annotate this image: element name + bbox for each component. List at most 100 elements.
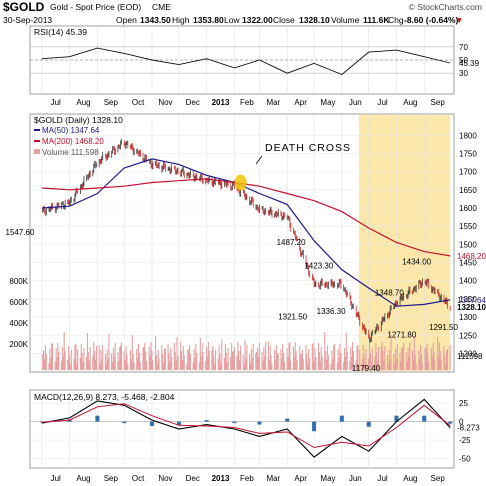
- price-annotation: 1434.00: [402, 257, 431, 266]
- volume-bar: [288, 343, 290, 370]
- volume-bar: [187, 350, 189, 370]
- volume-bar: [361, 359, 363, 370]
- x-tick-label: Aug: [403, 98, 417, 107]
- volume-bar: [73, 359, 75, 370]
- volume-bar: [124, 360, 126, 370]
- volume-bar: [312, 343, 314, 370]
- volume-bar: [294, 342, 296, 370]
- volume-bar: [409, 342, 411, 370]
- volume-bar: [79, 358, 81, 370]
- volume-bar: [326, 360, 328, 370]
- volume-bar: [368, 358, 370, 370]
- volume-bar: [211, 350, 213, 370]
- volume-bar: [145, 352, 147, 370]
- volume-bar: [425, 348, 427, 370]
- x-tick-label: Nov: [158, 98, 172, 107]
- volume-bar: [376, 352, 378, 370]
- volume-bar: [351, 342, 354, 370]
- volume-bar: [390, 335, 392, 370]
- volume-bar: [127, 364, 129, 370]
- volume-bar: [356, 346, 358, 370]
- x-tick-label: Mar: [266, 98, 280, 107]
- volume-bar: [186, 364, 188, 370]
- volume-bar: [75, 344, 77, 370]
- volume-bar: [305, 345, 307, 370]
- volume-bar: [311, 344, 313, 370]
- volume-bar: [396, 344, 398, 370]
- volume-bar: [257, 348, 259, 370]
- volume-bar: [446, 350, 448, 370]
- volume-bar: [369, 353, 372, 370]
- volume-bar: [173, 343, 175, 370]
- volume-bar: [384, 346, 386, 370]
- volume-bar: [308, 349, 310, 370]
- x-tick-label: Aug: [76, 98, 90, 107]
- volume-bar: [182, 346, 184, 370]
- volume-bar: [86, 333, 89, 370]
- volume-bar: [330, 364, 332, 370]
- header-volume-label: Volume: [331, 15, 360, 25]
- macd-histogram-bar: [394, 415, 399, 422]
- volume-bar: [230, 357, 232, 370]
- volume-bar: [93, 342, 95, 370]
- volume-bar: [100, 350, 102, 370]
- macd-signal-line: [41, 403, 451, 449]
- header-close-label: Close: [273, 15, 295, 25]
- volume-bar: [68, 346, 70, 370]
- volume-bar: [344, 357, 346, 370]
- volume-bar: [301, 350, 303, 370]
- volume-tick-label: 800K: [9, 277, 28, 286]
- volume-bar: [163, 349, 166, 370]
- volume-bar: [212, 346, 214, 370]
- volume-bar: [171, 357, 173, 370]
- volume-bar: [167, 344, 169, 370]
- x-tick-label: Jun: [349, 474, 362, 483]
- volume-bar: [415, 364, 417, 370]
- volume-bar: [137, 344, 140, 370]
- volume-bar: [401, 348, 403, 370]
- volume-bar: [149, 356, 151, 370]
- volume-bar: [318, 352, 320, 370]
- volume-bar: [405, 352, 407, 370]
- header-chg-label: Chg: [388, 15, 404, 25]
- volume-bar: [446, 349, 449, 370]
- volume-bar: [336, 363, 338, 370]
- volume-bar: [112, 348, 114, 370]
- volume-bar: [420, 354, 423, 370]
- volume-bar: [43, 350, 45, 370]
- x-tick-label: Dec: [186, 98, 200, 107]
- volume-bar: [282, 344, 284, 370]
- volume-last-label: 111598: [457, 352, 483, 361]
- volume-bar: [427, 353, 429, 370]
- header-symbol: $GOLD: [3, 0, 45, 14]
- volume-bar: [88, 361, 90, 370]
- x-tick-label: Jul: [377, 98, 387, 107]
- volume-bar: [231, 352, 234, 370]
- x-tick-label: Aug: [76, 474, 90, 483]
- macd-panel: [29, 389, 455, 469]
- header-high: 1353.80: [193, 15, 224, 25]
- volume-bar: [70, 350, 72, 370]
- price-tick-label: 1750: [459, 149, 477, 158]
- volume-bar: [213, 355, 215, 370]
- volume-bar: [295, 351, 297, 370]
- volume-bar: [152, 360, 154, 370]
- x-tick-label: Jun: [349, 98, 362, 107]
- volume-bar: [350, 347, 352, 370]
- volume-bar: [176, 337, 178, 370]
- volume-bar: [386, 355, 389, 370]
- volume-bar: [220, 363, 222, 370]
- volume-bar: [131, 335, 133, 370]
- volume-bar: [402, 347, 404, 370]
- price-annotation: 1336.30: [317, 307, 346, 316]
- volume-bar: [123, 351, 125, 370]
- volume-bar: [151, 351, 153, 370]
- volume-bar: [126, 355, 128, 370]
- price-tick-label: 1600: [459, 204, 477, 213]
- volume-bar: [61, 347, 63, 370]
- volume-bar: [250, 349, 252, 370]
- volume-bar: [418, 350, 420, 370]
- volume-bar: [139, 362, 141, 370]
- volume-bar: [424, 349, 426, 370]
- volume-bar: [146, 361, 148, 370]
